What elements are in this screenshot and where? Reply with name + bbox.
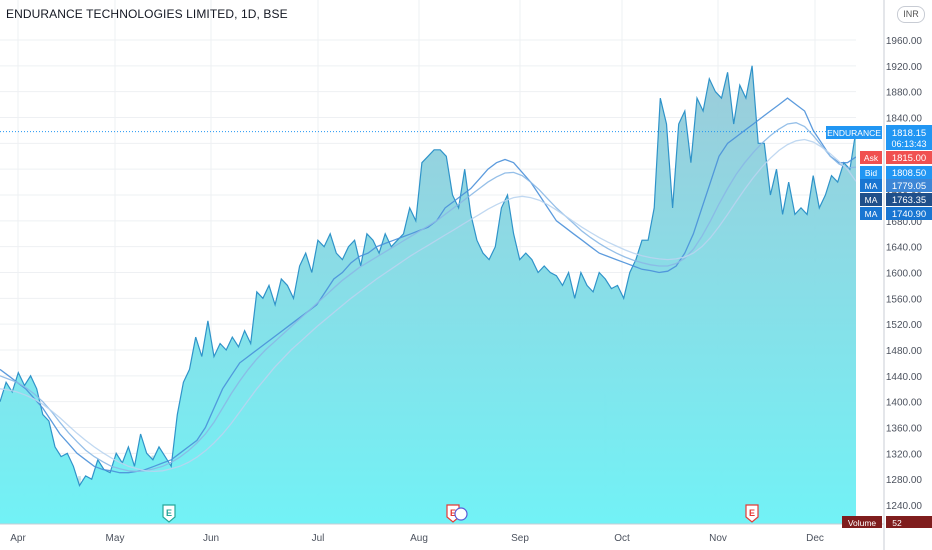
x-tick-label: May [106, 533, 125, 544]
ma2-label-bg [860, 193, 882, 206]
dividend-marker [454, 507, 468, 521]
y-tick-label: 1400.00 [886, 398, 923, 409]
moving-averages [0, 97, 857, 474]
last-price-box [886, 125, 932, 150]
earnings-marker: E [162, 504, 176, 523]
y-tick-label: 1640.00 [886, 243, 923, 254]
price-axis-bg [856, 0, 932, 550]
y-tick-label: 1920.00 [886, 62, 923, 73]
earnings-marker-label: E [450, 508, 456, 518]
y-tick-label: 1560.00 [886, 294, 923, 305]
ma2-value: 1763.35 [892, 195, 926, 206]
ask-label-bg [860, 151, 882, 164]
bid-label-bg [860, 166, 882, 179]
earnings-marker-shape [745, 504, 759, 523]
volume-tag-label: Volume [848, 518, 877, 528]
earnings-marker: E [745, 504, 759, 523]
ma2-value-bg [886, 193, 932, 206]
bid-label: Bid [865, 168, 878, 178]
volume-tag-bg [842, 516, 882, 528]
y-tick-label: 1280.00 [886, 475, 923, 486]
y-tick-label: 1320.00 [886, 449, 923, 460]
y-tick-label: 1240.00 [886, 501, 923, 512]
countdown-value: 06:13:43 [891, 139, 926, 149]
ma1-value-bg [886, 179, 932, 192]
volume-value: 52 [892, 518, 902, 528]
price-axis[interactable]: 1240.00 1280.00 1320.00 1360.00 1400.00 1440.… [856, 0, 932, 550]
x-tick-label: Apr [10, 533, 26, 544]
ma-line-3 [0, 138, 857, 473]
y-tick-label: 1680.00 [886, 217, 923, 228]
y-tick-label: 1520.00 [886, 320, 923, 331]
x-tick-label: Sep [511, 533, 529, 544]
x-tick-label: Dec [806, 533, 824, 544]
ask-value: 1815.00 [892, 153, 926, 164]
y-tick-label: 1840.00 [886, 114, 923, 125]
y-tick-label: 1360.00 [886, 424, 923, 435]
earnings-marker-shape [162, 504, 176, 523]
ma3-label: MA [865, 209, 878, 219]
price-line [0, 65, 857, 488]
x-tick-label: Jul [312, 533, 325, 544]
ma3-label-bg [860, 207, 882, 220]
y-tick-label: 1440.00 [886, 372, 923, 383]
earnings-marker-label: E [749, 508, 755, 518]
bid-value: 1808.50 [892, 168, 926, 179]
ma3-value: 1740.90 [892, 209, 926, 220]
ma2-label: MA [865, 195, 878, 205]
y-tick-label: 1600.00 [886, 269, 923, 280]
ask-value-bg [886, 151, 932, 164]
time-axis[interactable]: Apr May Jun Jul Aug Sep Oct Nov Dec [0, 523, 884, 544]
x-tick-label: Oct [614, 533, 630, 544]
price-area-fill [0, 65, 856, 525]
ma1-value: 1779.05 [892, 181, 926, 192]
x-tick-label: Aug [410, 533, 428, 544]
symbol-tag: ENDURANCE [827, 128, 881, 138]
currency-badge[interactable]: INR [897, 6, 925, 23]
price-area [0, 65, 857, 525]
x-tick-label: Nov [709, 533, 727, 544]
ma3-value-bg [886, 207, 932, 220]
ma1-label: MA [865, 181, 878, 191]
bid-value-bg [886, 166, 932, 179]
last-price-value: 1818.15 [892, 128, 926, 139]
ma-line-2 [0, 122, 857, 473]
symbol-tag-bg [826, 126, 882, 139]
y-tick-label: 1960.00 [886, 36, 923, 47]
y-tick-label: 1880.00 [886, 88, 923, 99]
ask-label: Ask [864, 153, 879, 163]
volume-value-bg [886, 516, 932, 528]
y-tick-label: 1480.00 [886, 346, 923, 357]
earnings-marker-label: E [166, 508, 172, 518]
x-tick-label: Jun [203, 533, 219, 544]
chart-title: ENDURANCE TECHNOLOGIES LIMITED, 1D, BSE [6, 7, 288, 21]
ma1-label-bg [860, 179, 882, 192]
